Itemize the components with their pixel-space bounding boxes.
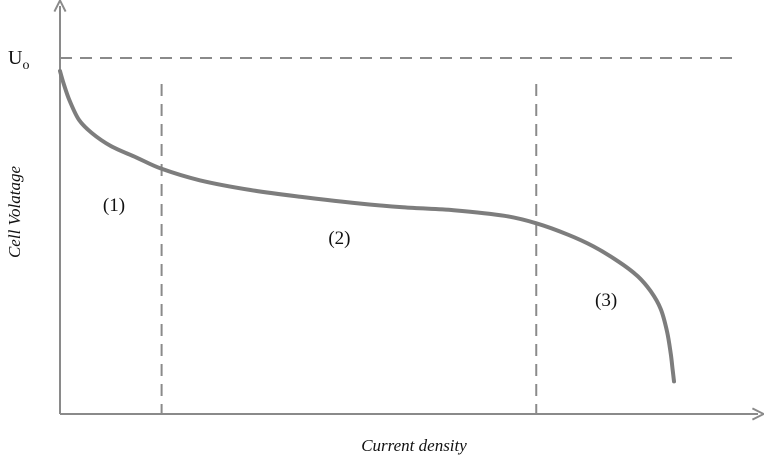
reference-voltage-label: Uo [8,47,29,73]
region-labels: (1) (2) (3) [103,195,617,311]
reference-voltage-main: U [8,47,23,69]
plot-area: (1) (2) (3) [60,6,758,414]
region-label-2: (2) [328,228,350,249]
polarization-curve [58,69,676,384]
region-label-3: (3) [595,290,617,311]
region-label-1: (1) [103,195,125,216]
region-boundaries [160,84,538,414]
x-axis-title: Current density [361,436,467,455]
reference-voltage-subscript: o [22,58,29,73]
y-axis-title: Cell Volatage [5,166,24,259]
